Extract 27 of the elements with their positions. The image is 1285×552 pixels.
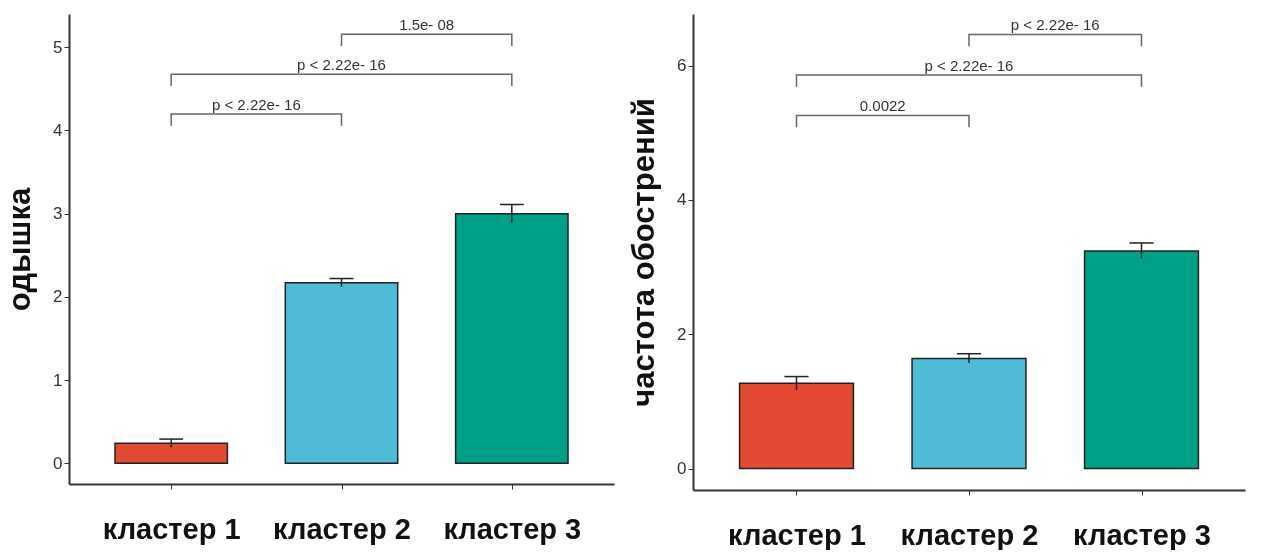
- y-tick-label: 1: [53, 370, 63, 390]
- y-tick-label: 0: [677, 459, 687, 479]
- y-tick-label: 6: [677, 56, 687, 76]
- x-tick-label: кластер 2: [900, 518, 1039, 551]
- x-tick-label: кластер 3: [1073, 518, 1211, 551]
- y-axis-title: одышка: [2, 187, 38, 312]
- x-tick-label: кластер 1: [102, 512, 241, 545]
- y-tick-label: 5: [53, 37, 63, 57]
- y-tick-label: 2: [677, 324, 687, 344]
- y-tick-label: 0: [53, 453, 63, 473]
- annotation: p < 2.22e- 16: [1010, 16, 1100, 34]
- annotation: p < 2.22e- 16: [211, 96, 301, 114]
- x-tick-label: кластер 1: [728, 518, 866, 551]
- x-tick-label: кластер 3: [443, 512, 582, 545]
- bar: [114, 442, 229, 464]
- annotation: 0.0022: [859, 97, 906, 115]
- annotation: p < 2.22e- 16: [297, 56, 386, 74]
- bar: [911, 357, 1027, 470]
- y-tick-label: 3: [53, 204, 63, 224]
- bar: [284, 281, 399, 464]
- y-axis-title: частота обострений: [626, 98, 662, 407]
- y-tick-label: 2: [53, 287, 63, 307]
- y-tick-label: 4: [53, 120, 63, 140]
- y-tick-label: 4: [677, 190, 687, 210]
- x-tick-label: кластер 2: [273, 512, 411, 545]
- annotation: 1.5e- 08: [399, 16, 455, 34]
- annotation: p < 2.22e- 16: [924, 56, 1014, 74]
